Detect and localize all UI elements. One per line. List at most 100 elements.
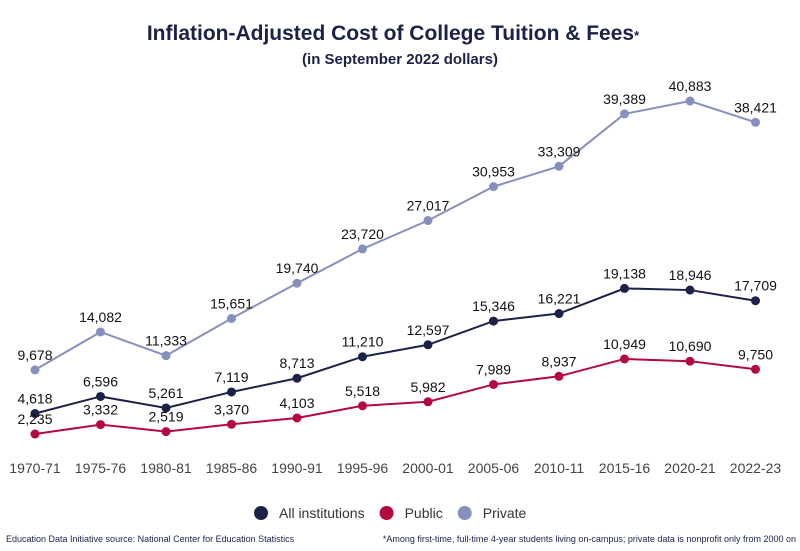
data-point [358,244,367,254]
legend-label: Public [405,505,443,521]
x-tick-label: 2010-11 [534,460,585,476]
x-tick-label: 1995-96 [337,460,389,476]
legend-marker [254,506,268,520]
data-point [30,409,40,419]
data-label: 8,713 [279,355,314,371]
data-point [292,373,302,383]
data-label: 19,740 [276,260,319,276]
data-point [30,365,40,375]
data-point [685,285,695,295]
data-point [751,364,760,374]
data-point [423,340,433,350]
data-label: 7,989 [476,361,511,377]
series-line [34,100,756,371]
data-point [554,309,564,319]
data-label: 27,017 [407,198,450,214]
data-point [227,313,236,323]
data-point [489,316,498,326]
x-tick-label: 1980-81 [140,460,192,476]
data-point [489,182,498,192]
x-tick-label: 2005-06 [468,460,520,476]
data-point [292,413,302,423]
data-label: 12,597 [407,322,450,338]
legend-label: Private [483,505,527,521]
data-label: 8,937 [541,353,576,369]
data-point [161,403,171,413]
data-point [620,283,629,293]
x-tick-label: 1985-86 [206,460,258,476]
data-point [292,278,302,288]
data-label: 9,750 [738,346,773,362]
series-public: 2,235 3,332 2,519 3,370 4,103 5,518 5,982 7,989… [17,336,773,439]
data-label: 4,103 [279,395,314,411]
data-point [96,420,105,430]
data-label: 6,596 [83,373,118,389]
data-point [620,354,629,364]
data-label: 2,519 [148,409,183,425]
data-label: 3,332 [83,402,118,418]
data-label: 10,949 [603,336,646,352]
footnote: *Among first-time, full-time 4-year stud… [383,534,796,544]
data-label: 5,261 [148,385,183,401]
chart-title: Inflation-Adjusted Cost of College Tuiti… [147,22,640,45]
x-tick-label: 2020-21 [664,460,716,476]
series-line [34,357,756,436]
data-point [423,397,433,407]
data-label: 18,946 [669,267,712,283]
data-point [96,391,105,401]
data-label: 16,221 [538,291,581,307]
data-label: 30,953 [472,164,515,180]
legend-marker [457,506,472,520]
legend-marker [379,506,394,520]
data-label: 2,235 [17,411,52,427]
x-tick-label: 1990-91 [271,460,323,476]
data-label: 15,651 [210,295,253,311]
data-label: 17,709 [734,278,777,294]
data-point [554,161,564,171]
x-tick-label: 1970-71 [9,460,61,476]
data-label: 19,138 [603,265,646,281]
data-label: 5,982 [410,379,445,395]
series-all-institutions: 4,618 6,596 5,261 7,119 8,713 11,210 12,597 15,… [17,265,777,419]
legend-label: All institutions [279,505,365,521]
data-point [227,387,236,397]
data-label: 11,333 [145,333,187,349]
data-point [489,379,498,389]
data-label: 40,883 [669,78,712,94]
data-point [96,327,105,337]
data-label: 7,119 [215,369,249,385]
data-label: 11,210 [342,334,384,350]
chart-subtitle: (in September 2022 dollars) [302,51,498,68]
data-point [423,216,433,226]
data-point [358,352,367,362]
data-label: 9,678 [17,347,52,363]
data-label: 5,518 [345,383,380,399]
data-label: 33,309 [538,143,581,159]
data-label: 23,720 [341,226,384,242]
data-point [751,117,760,127]
x-tick-label: 2022-23 [730,460,782,476]
data-point [554,371,564,381]
x-tick-label: 1975-76 [75,460,127,476]
data-point [685,356,695,366]
x-tick-label: 2015-16 [599,460,651,476]
data-point [161,427,171,437]
series-line [34,287,756,415]
data-label: 14,082 [79,309,122,325]
data-point [358,401,367,411]
data-point [161,351,171,361]
series-private: 9,678 14,082 11,333 15,651 19,740 23,720 27,01… [17,78,777,375]
data-point [30,429,40,439]
data-label: 15,346 [472,298,515,314]
data-label: 4,618 [17,391,52,407]
x-tick-label: 2000-01 [402,460,454,476]
data-label: 38,421 [734,99,777,115]
data-label: 3,370 [214,401,249,417]
data-point [751,296,760,306]
data-label: 39,389 [603,91,646,107]
data-point [685,96,695,106]
data-label: 10,690 [669,338,712,354]
source-note: Education Data Initiative source: Nation… [6,534,295,544]
